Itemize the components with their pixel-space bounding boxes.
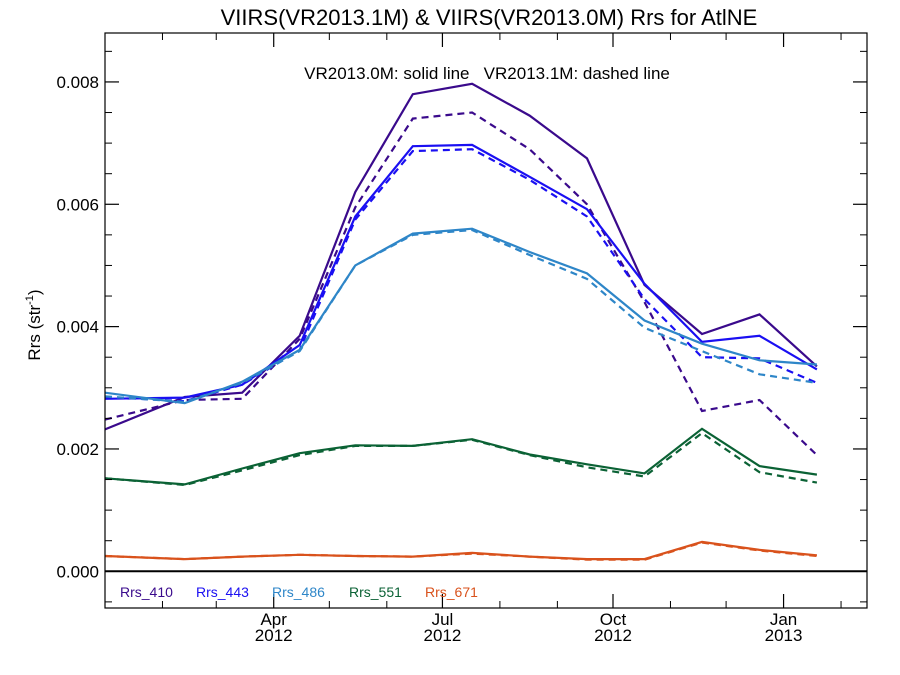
- y-tick-label: 0.008: [56, 73, 99, 92]
- y-axis-label-superscript: -1: [24, 295, 36, 305]
- y-axis-label-close: ): [25, 289, 44, 295]
- plot-area: [104, 82, 818, 561]
- x-tick-label-month: Apr: [260, 610, 287, 629]
- y-axis-label-text: Rrs (str: [25, 305, 44, 361]
- x-tick-label-year: 2012: [255, 626, 293, 645]
- y-tick-label: 0.002: [56, 440, 99, 459]
- series-line-rrs-410-solid: [104, 82, 818, 431]
- series-line-rrs-551-dashed: [104, 431, 818, 487]
- x-tick-label-month: Jan: [770, 610, 797, 629]
- series-line-rrs-486-solid: [104, 227, 817, 405]
- legend-entry-rrs-671: Rrs_671: [425, 584, 478, 600]
- x-tick-label-year: 2012: [424, 626, 462, 645]
- series-line-rrs-671-dashed: [104, 541, 818, 561]
- series-line-rrs-486-dashed: [104, 228, 818, 404]
- y-tick-label: 0.004: [56, 318, 99, 337]
- plot-frame: [104, 32, 868, 609]
- series-line-rrs-671-solid: [104, 540, 818, 561]
- x-tick-label-year: 2012: [594, 626, 632, 645]
- legend: Rrs_410 Rrs_443 Rrs_486 Rrs_551 Rrs_671: [120, 584, 478, 600]
- series-line-rrs-443-dashed: [104, 148, 818, 403]
- chart-title: VIIRS(VR2013.1M) & VIIRS(VR2013.0M) Rrs …: [221, 5, 758, 30]
- y-tick-label: 0.006: [56, 195, 99, 214]
- legend-entry-rrs-443: Rrs_443: [196, 584, 249, 600]
- legend-entry-rrs-486: Rrs_486: [272, 584, 325, 600]
- legend-entry-rrs-410: Rrs_410: [120, 584, 173, 600]
- x-tick-label-month: Oct: [600, 610, 627, 629]
- x-tick-label-month: Jul: [432, 610, 454, 629]
- series-line-rrs-551-solid: [104, 427, 818, 486]
- x-tick-label-year: 2013: [765, 626, 803, 645]
- y-axis-label: Rrs (str-1): [24, 289, 44, 360]
- series-line-rrs-443-solid: [104, 143, 818, 400]
- legend-entry-rrs-551: Rrs_551: [349, 584, 402, 600]
- y-tick-label: 0.000: [56, 562, 99, 581]
- series-line-rrs-410-dashed: [104, 111, 818, 456]
- line-style-annotation: VR2013.0M: solid line VR2013.1M: dashed …: [304, 64, 670, 83]
- axes: 0.0000.0020.0040.0060.008Apr2012Jul2012O…: [56, 32, 868, 645]
